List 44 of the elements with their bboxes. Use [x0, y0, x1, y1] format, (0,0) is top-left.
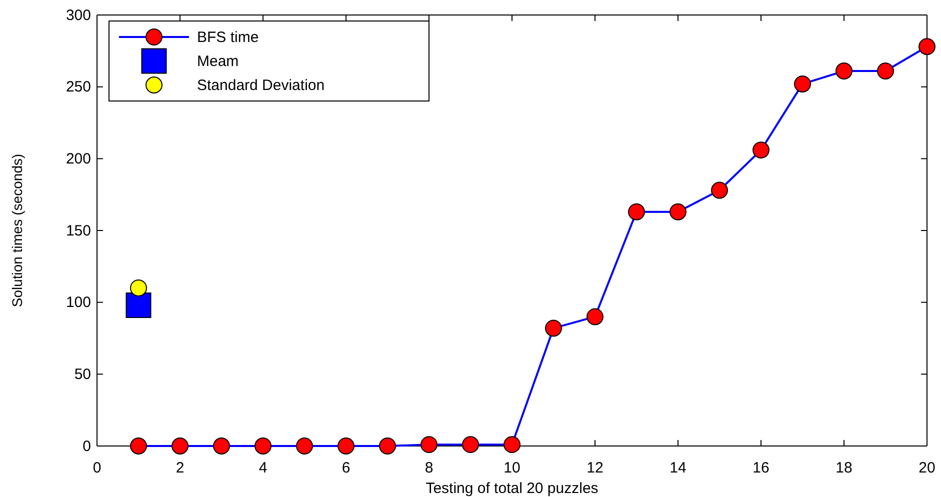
point: [711, 182, 728, 199]
point: [130, 280, 147, 296]
point: [504, 436, 520, 454]
point: [918, 38, 936, 56]
point: [545, 320, 562, 337]
x-tick-label: 12: [586, 460, 604, 477]
point: [254, 438, 272, 454]
y-tick-label: 100: [66, 294, 91, 312]
x-tick-label: 14: [670, 460, 686, 477]
point: [296, 438, 313, 454]
x-tick-label: 6: [342, 460, 350, 477]
y-tick-label: 150: [66, 222, 91, 240]
y-tick-label: 300: [66, 6, 91, 24]
point: [172, 438, 188, 454]
x-tick-label: 16: [752, 460, 770, 477]
point: [670, 203, 686, 220]
point: [586, 308, 604, 326]
point: [130, 438, 147, 454]
point: [628, 203, 645, 220]
y-tick-label: 200: [66, 150, 91, 168]
x-tick-label: 8: [424, 460, 434, 477]
point: [213, 438, 230, 454]
point: [379, 438, 396, 454]
point: [420, 436, 438, 454]
y-tick-label: 50: [74, 366, 91, 383]
y-tick-label: 250: [66, 78, 91, 96]
x-tick-label: 20: [918, 460, 936, 477]
x-tick-label: 2: [176, 460, 184, 477]
x-tick-label: 10: [504, 460, 520, 477]
point: [462, 436, 479, 454]
x-tick-label: 4: [258, 460, 268, 477]
y-axis-title: Solution times (seconds): [9, 154, 25, 308]
point: [126, 292, 152, 318]
point: [836, 62, 852, 80]
x-tick-label: 18: [836, 460, 852, 477]
x-axis-title: Testing of total 20 puzzles: [426, 480, 598, 497]
point: [752, 142, 770, 159]
legend-label: Standard Deviation: [197, 77, 325, 94]
point: [877, 62, 894, 80]
point: [794, 75, 811, 92]
point: [338, 438, 354, 454]
legend-label: BFS time: [197, 29, 259, 46]
y-tick-label: 0: [82, 438, 91, 455]
legend-label: Meam: [197, 53, 239, 70]
